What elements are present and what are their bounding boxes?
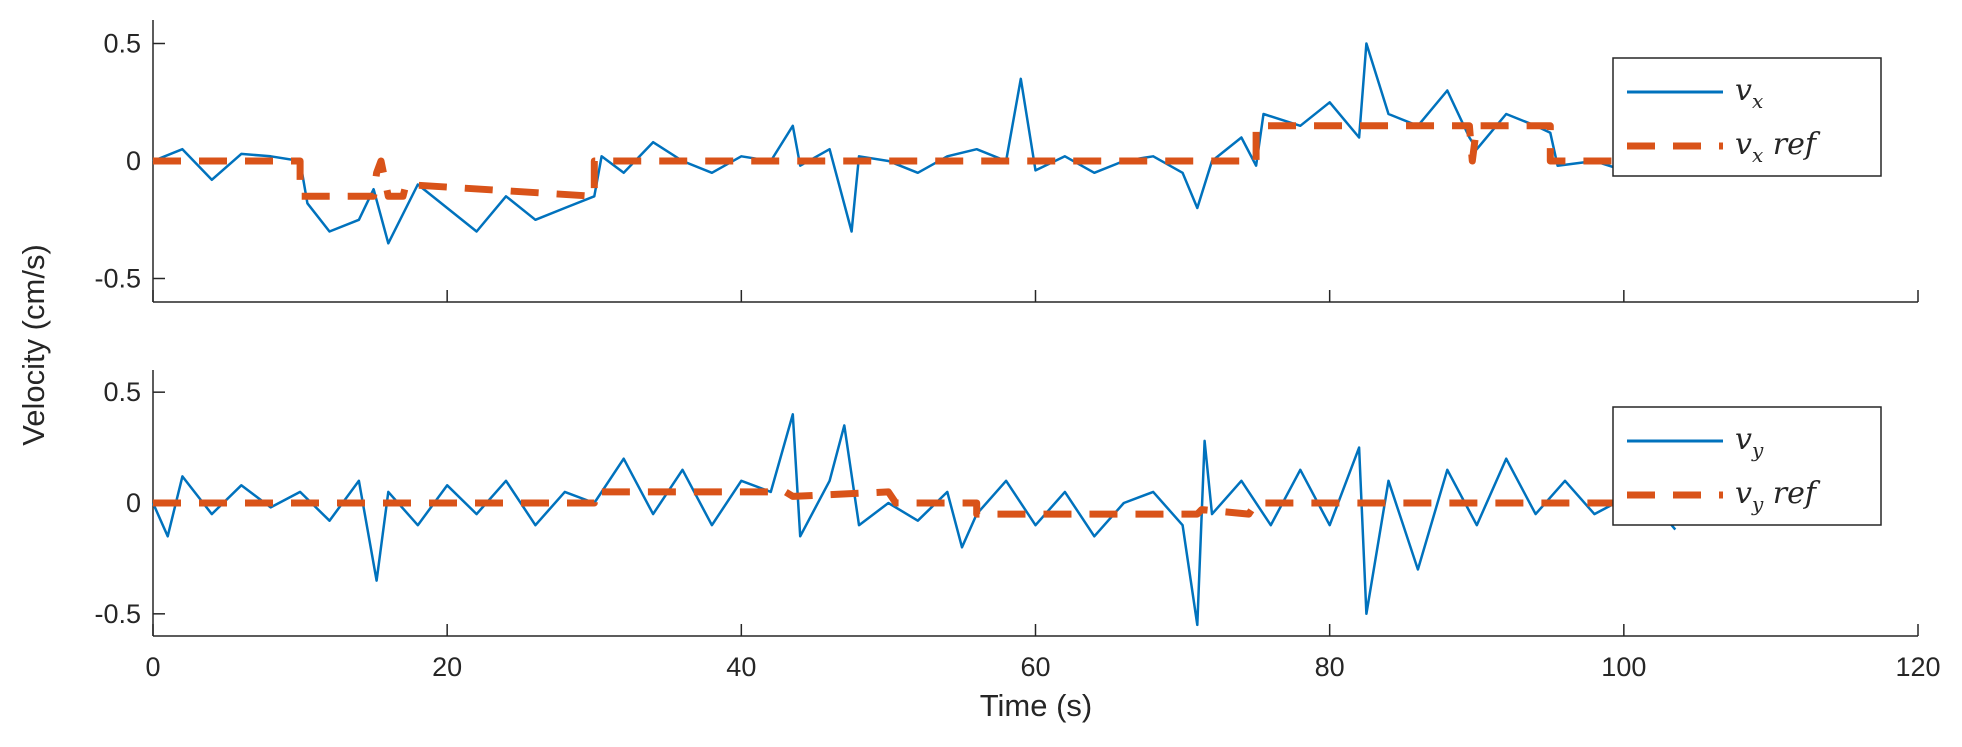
panel-vx: -0.5 0 0.5 vx vx ref [94,20,1919,303]
x-tick-label: 20 [432,652,462,682]
y-tick-label: 0.5 [103,29,141,59]
measured-series-line [152,42,1676,245]
legend: vy vy ref [1612,406,1882,526]
measured-series-line [151,413,1677,627]
legend-box [1612,406,1882,526]
y-tick-label: -0.5 [94,599,141,629]
legend-label: vy ref [1735,476,1821,516]
y-tick-label: 0 [126,146,141,176]
y-axis-label: Velocity (cm/s) [16,244,51,446]
x-tick-label: 120 [1895,652,1940,682]
legend-box [1612,57,1882,177]
y-tick-label: -0.5 [94,264,141,294]
y-tick-label: 0.5 [103,377,141,407]
x-axis-label: Time (s) [980,688,1093,723]
legend-label: vx [1735,73,1763,113]
x-tick-label: 0 [145,652,160,682]
reference-series-line [153,122,1683,200]
x-tick-label: 100 [1601,652,1646,682]
x-tick-label: 60 [1020,652,1050,682]
legend: vx vx ref [1612,57,1882,177]
reference-series-line [153,488,1683,518]
x-tick-label: 80 [1315,652,1345,682]
legend-label: vx ref [1735,127,1821,167]
y-tick-label: 0 [126,488,141,518]
legend-label: vy [1735,422,1764,462]
x-tick-label: 40 [726,652,756,682]
